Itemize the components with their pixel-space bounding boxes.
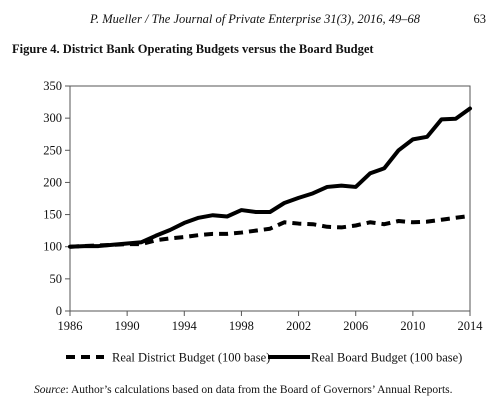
y-tick-label: 250 (43, 143, 62, 157)
x-tick-label: 1994 (172, 319, 198, 333)
page-number: 63 (473, 12, 487, 26)
x-tick-label: 2002 (286, 319, 311, 333)
page-header: P. Mueller / The Journal of Private Ente… (0, 12, 500, 30)
running-head: P. Mueller / The Journal of Private Ente… (90, 12, 420, 26)
y-tick-label: 300 (43, 111, 62, 125)
x-tick-label: 2010 (400, 319, 425, 333)
source-label: Source (34, 384, 66, 396)
y-tick-label: 200 (43, 175, 62, 189)
legend-label: Real Board Budget (100 base) (311, 351, 462, 365)
plot-frame (69, 85, 471, 312)
x-tick-label: 1986 (58, 319, 83, 333)
x-tick-label: 1990 (115, 319, 140, 333)
x-tick-label: 1998 (229, 319, 254, 333)
y-tick-label: 50 (50, 272, 63, 286)
y-tick-label: 350 (43, 79, 62, 93)
figure-source-note: Source: Author’s calculations based on d… (34, 384, 453, 396)
chart-legend: Real District Budget (100 base) Real Boar… (66, 351, 462, 365)
source-text: : Author’s calculations based on data fr… (65, 384, 453, 396)
y-tick-label: 100 (43, 240, 62, 254)
chart-axes: 0 50 100 150 200 250 300 350 1986 1990 1994 1998 200… (43, 79, 483, 333)
legend-label: Real District Budget (100 base) (112, 351, 270, 365)
chart-series (68, 106, 472, 249)
figure-title: Figure 4. District Bank Operating Budget… (12, 42, 374, 56)
x-tick-label: 2014 (458, 319, 484, 333)
y-tick-label: 0 (56, 304, 62, 318)
board-budget-line (68, 106, 472, 249)
y-tick-label: 150 (43, 208, 62, 222)
x-tick-label: 2006 (343, 319, 368, 333)
